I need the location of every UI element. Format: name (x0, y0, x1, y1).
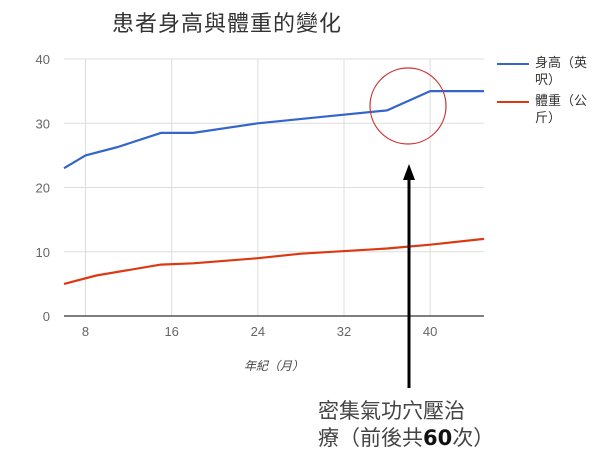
weight-series-line (63, 237, 485, 285)
x-tick-label: 16 (164, 324, 178, 339)
x-axis-label: 年紀（月） (244, 359, 304, 373)
y-tick-label: 30 (36, 116, 50, 131)
y-tick-label: 10 (36, 245, 50, 260)
highlight-circle (369, 67, 447, 145)
x-tick-label: 24 (251, 324, 265, 339)
y-tick-label: 0 (43, 309, 50, 324)
x-tick-label: 8 (82, 324, 89, 339)
chart-title: 患者身高與體重的變化 (112, 12, 343, 37)
treatment-annotation: 密集氣功穴壓治 療（前後共60次） (318, 399, 495, 450)
legend: 身高（英 呎） 體重（公 斤） (497, 55, 597, 131)
arrow-head-icon (403, 164, 415, 180)
gridlines (64, 58, 484, 316)
height-series-line (63, 89, 484, 170)
legend-swatch-height (497, 63, 529, 65)
y-tick-label: 20 (36, 181, 50, 196)
x-tick-label: 32 (337, 324, 351, 339)
legend-item-weight: 體重（公 斤） (497, 93, 591, 127)
series-lines (63, 89, 485, 285)
legend-swatch-weight (497, 101, 529, 103)
y-tick-label: 40 (36, 52, 50, 67)
x-axis-ticks: 8 16 24 32 40 (82, 324, 437, 339)
legend-item-height: 身高（英 呎） (497, 55, 591, 89)
x-tick-label: 40 (423, 324, 437, 339)
y-axis-ticks: 0 10 20 30 40 (36, 52, 50, 324)
